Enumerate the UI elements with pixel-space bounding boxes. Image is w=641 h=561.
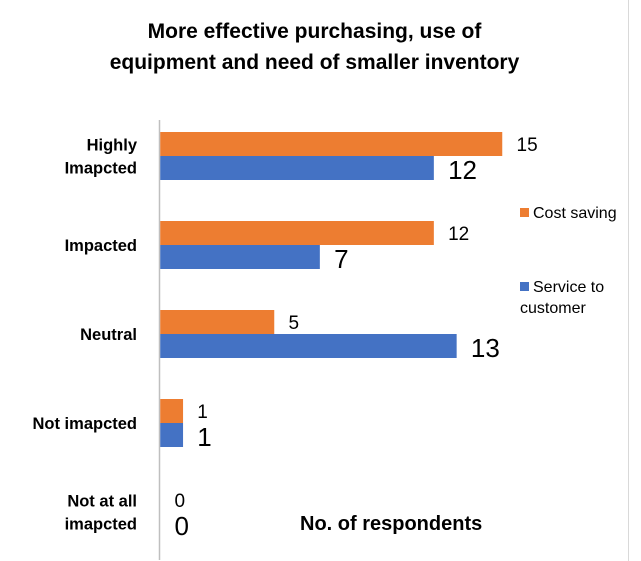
legend-swatch-cost-saving xyxy=(520,208,529,218)
chart-title: More effective purchasing, use of equipm… xyxy=(0,16,629,78)
bar-cost-saving-impacted xyxy=(160,221,434,245)
legend-item-cost-saving: Cost saving xyxy=(520,205,617,223)
data-label-cost-saving-not-imapcted: 1 xyxy=(197,402,208,423)
bar-cost-saving-highly-imapcted xyxy=(160,132,503,156)
data-label-service-to-customer-not-at-all-imapcted: 0 xyxy=(175,511,189,541)
legend-label-service-to-customer: Service to customer xyxy=(520,279,605,317)
category-label-not-at-all-imapcted-line-2: imapcted xyxy=(65,516,137,534)
legend-swatch-service-to-customer xyxy=(520,282,529,292)
data-label-cost-saving-impacted: 12 xyxy=(448,224,469,245)
category-label-highly-imapcted-line-2: Imapcted xyxy=(65,160,137,178)
bar-cost-saving-neutral xyxy=(160,310,275,334)
legend-label-cost-saving: Cost saving xyxy=(533,205,617,222)
category-label-highly-imapcted-line-1: Highly xyxy=(87,137,138,155)
data-label-service-to-customer-highly-imapcted: 12 xyxy=(448,155,477,185)
category-label-neutral: Neutral xyxy=(80,326,137,344)
data-label-service-to-customer-neutral: 13 xyxy=(471,333,500,363)
data-label-cost-saving-not-at-all-imapcted: 0 xyxy=(175,491,186,512)
data-label-service-to-customer-not-imapcted: 1 xyxy=(197,422,211,452)
bar-service-to-customer-not-imapcted xyxy=(160,423,184,447)
chart-title-line-1: More effective purchasing, use of xyxy=(147,20,482,43)
chart-title-line-2: equipment and need of smaller inventory xyxy=(109,51,520,74)
data-label-cost-saving-highly-imapcted: 15 xyxy=(517,135,538,156)
data-label-cost-saving-neutral: 5 xyxy=(289,313,300,334)
bar-cost-saving-not-imapcted xyxy=(160,399,184,423)
category-label-not-imapcted: Not imapcted xyxy=(32,415,137,433)
legend-item-service-to-customer: Service to customer xyxy=(520,277,624,319)
bar-service-to-customer-impacted xyxy=(160,245,320,269)
data-label-service-to-customer-impacted: 7 xyxy=(334,244,348,274)
x-axis-label: No. of respondents xyxy=(300,513,483,535)
bar-service-to-customer-highly-imapcted xyxy=(160,156,434,180)
category-label-not-at-all-imapcted-line-1: Not at all xyxy=(67,493,137,511)
bar-service-to-customer-neutral xyxy=(160,334,457,358)
category-label-impacted: Impacted xyxy=(65,237,137,255)
